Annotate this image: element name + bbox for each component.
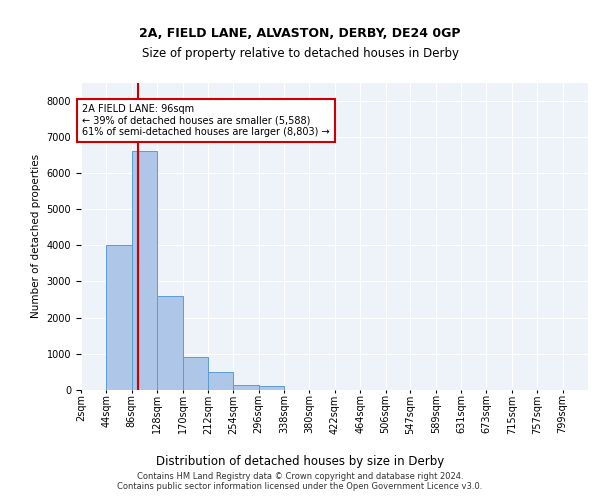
Text: Contains HM Land Registry data © Crown copyright and database right 2024.: Contains HM Land Registry data © Crown c… [137, 472, 463, 481]
Bar [157, 296, 182, 390]
Y-axis label: Number of detached properties: Number of detached properties [31, 154, 41, 318]
Bar [106, 246, 132, 390]
Bar [182, 358, 208, 390]
Text: Distribution of detached houses by size in Derby: Distribution of detached houses by size … [156, 455, 444, 468]
Text: 2A FIELD LANE: 96sqm
← 39% of detached houses are smaller (5,588)
61% of semi-de: 2A FIELD LANE: 96sqm ← 39% of detached h… [82, 104, 330, 138]
Bar [259, 386, 284, 390]
Text: 2A, FIELD LANE, ALVASTON, DERBY, DE24 0GP: 2A, FIELD LANE, ALVASTON, DERBY, DE24 0G… [139, 27, 461, 40]
Text: Size of property relative to detached houses in Derby: Size of property relative to detached ho… [142, 47, 458, 60]
Bar [132, 151, 157, 390]
Text: Contains public sector information licensed under the Open Government Licence v3: Contains public sector information licen… [118, 482, 482, 491]
Bar [208, 372, 233, 390]
Bar [233, 384, 259, 390]
